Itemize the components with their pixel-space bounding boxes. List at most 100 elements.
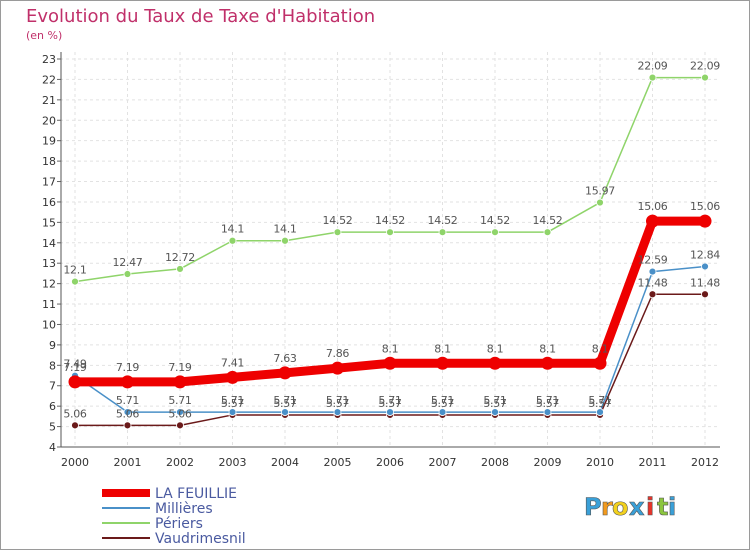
x-tick-label: 2009 (534, 456, 562, 469)
data-label-millieres: 5.71 (273, 394, 296, 407)
data-label-periers: 15.97 (585, 185, 615, 198)
data-label-periers: 22.09 (690, 60, 720, 73)
data-label-periers: 14.52 (533, 214, 563, 227)
legend-label: Vaudrimesnil (155, 531, 246, 547)
x-tick-label: 2002 (166, 456, 194, 469)
data-label-vaudrimesnil: 5.57 (536, 397, 560, 410)
y-tick-label: 18 (42, 155, 56, 168)
x-tick-label: 2000 (61, 456, 89, 469)
y-tick-label: 19 (42, 135, 56, 148)
data-point-millieres (543, 408, 552, 416)
data-label-vaudrimesnil: 5.06 (116, 407, 140, 420)
data-point-la-feuillie (226, 370, 239, 384)
y-tick-label: 16 (42, 196, 56, 209)
data-point-vaudrimesnil (701, 290, 709, 299)
series-lines (68, 73, 712, 430)
data-point-millieres (386, 408, 394, 416)
y-tick-label: 10 (42, 318, 56, 331)
x-tick-label: 2011 (639, 456, 667, 469)
data-point-millieres (701, 262, 709, 271)
axes: 4 5 6 7 8 9 10 11 12 13 14 15 16 17 18 19 20 21 22 23 2000 20… (42, 52, 720, 469)
logo-letter: i (668, 493, 676, 521)
logo-letter: o (612, 493, 629, 521)
data-label-vaudrimesnil: 5.57 (326, 397, 350, 410)
data-label-millieres: 5.71 (536, 394, 559, 407)
data-label-la-feuillie: 8.1 (592, 342, 609, 355)
data-label-la-feuillie: 7.19 (63, 361, 87, 374)
data-point-la-feuillie (121, 375, 134, 389)
y-tick-label: 23 (42, 53, 56, 66)
data-point-vaudrimesnil (123, 421, 132, 430)
y-tick-label: 14 (42, 237, 56, 250)
data-point-millieres (123, 408, 132, 416)
data-label-vaudrimesnil: 5.57 (431, 397, 455, 410)
legend-label: Périers (155, 516, 203, 532)
data-label-periers: 14.52 (480, 214, 510, 227)
x-tick-label: 2006 (376, 456, 404, 469)
data-point-millieres (176, 408, 184, 416)
x-tick-label: 2007 (429, 456, 457, 469)
data-label-millieres: 7.49 (63, 358, 87, 371)
data-label-periers: 14.52 (428, 214, 458, 227)
data-point-la-feuillie (488, 356, 502, 370)
y-tick-label: 11 (42, 298, 56, 311)
data-label-la-feuillie: 8.1 (382, 342, 399, 355)
data-label-periers: 12.47 (113, 256, 143, 269)
data-point-periers (491, 228, 499, 237)
data-label-vaudrimesnil: 5.57 (378, 397, 402, 410)
data-label-millieres: 12.84 (690, 248, 720, 261)
data-label-vaudrimesnil: 5.57 (588, 397, 612, 410)
grid-lines (60, 52, 720, 448)
y-tick-label: 6 (49, 400, 56, 413)
data-label-la-feuillie: 15.06 (690, 200, 720, 213)
data-point-la-feuillie (383, 356, 397, 370)
data-point-millieres (596, 408, 604, 416)
y-tick-label: 5 (49, 421, 56, 434)
data-label-millieres: 5.71 (116, 394, 139, 407)
data-label-periers: 14.1 (273, 223, 296, 236)
data-label-la-feuillie: 8.1 (539, 342, 556, 355)
data-point-vaudrimesnil (176, 421, 184, 430)
data-point-millieres (648, 267, 657, 276)
data-label-periers: 14.52 (323, 214, 353, 227)
chart-title: Evolution du Taux de Taxe d'Habitation (26, 6, 376, 27)
data-point-millieres (228, 408, 237, 416)
y-tick-label: 7 (49, 380, 56, 393)
y-tick-label: 22 (42, 73, 56, 86)
logo-letter: i (646, 493, 654, 521)
data-point-periers (701, 73, 709, 82)
data-label-la-feuillie: 15.06 (638, 200, 668, 213)
legend-label: LA FEUILLIE (155, 486, 237, 502)
x-tick-label: 2001 (114, 456, 142, 469)
data-point-la-feuillie (68, 375, 82, 389)
x-tick-label: 2005 (324, 456, 352, 469)
data-point-la-feuillie (278, 366, 292, 380)
logo-letter: P (584, 493, 602, 521)
data-point-periers (438, 228, 447, 237)
data-point-periers (228, 236, 237, 245)
data-point-la-feuillie (331, 361, 344, 375)
data-label-la-feuillie: 7.63 (273, 352, 297, 365)
x-tick-label: 2008 (481, 456, 509, 469)
data-label-vaudrimesnil: 5.06 (63, 407, 87, 420)
data-labels: 5.06 5.06 5.06 5.57 5.57 5.57 5.57 5.57 5.57 5.57… (63, 60, 720, 421)
x-tick-label: 2003 (219, 456, 247, 469)
data-point-la-feuillie (593, 356, 607, 370)
data-point-periers (543, 228, 552, 237)
data-label-millieres: 5.71 (431, 394, 454, 407)
data-label-periers: 14.52 (375, 214, 405, 227)
data-label-periers: 14.1 (221, 223, 244, 236)
data-label-periers: 22.09 (638, 60, 668, 73)
y-tick-label: 15 (42, 216, 56, 229)
data-label-la-feuillie: 7.19 (168, 361, 192, 374)
data-label-millieres: 5.71 (326, 394, 349, 407)
data-point-vaudrimesnil (648, 290, 657, 299)
y-tick-label: 17 (42, 176, 56, 189)
data-point-periers (648, 73, 657, 82)
data-label-millieres: 5.71 (483, 394, 506, 407)
data-label-periers: 12.72 (165, 251, 195, 264)
y-tick-label: 20 (42, 114, 56, 127)
data-label-la-feuillie: 7.41 (221, 356, 244, 369)
data-point-la-feuillie (646, 214, 659, 228)
